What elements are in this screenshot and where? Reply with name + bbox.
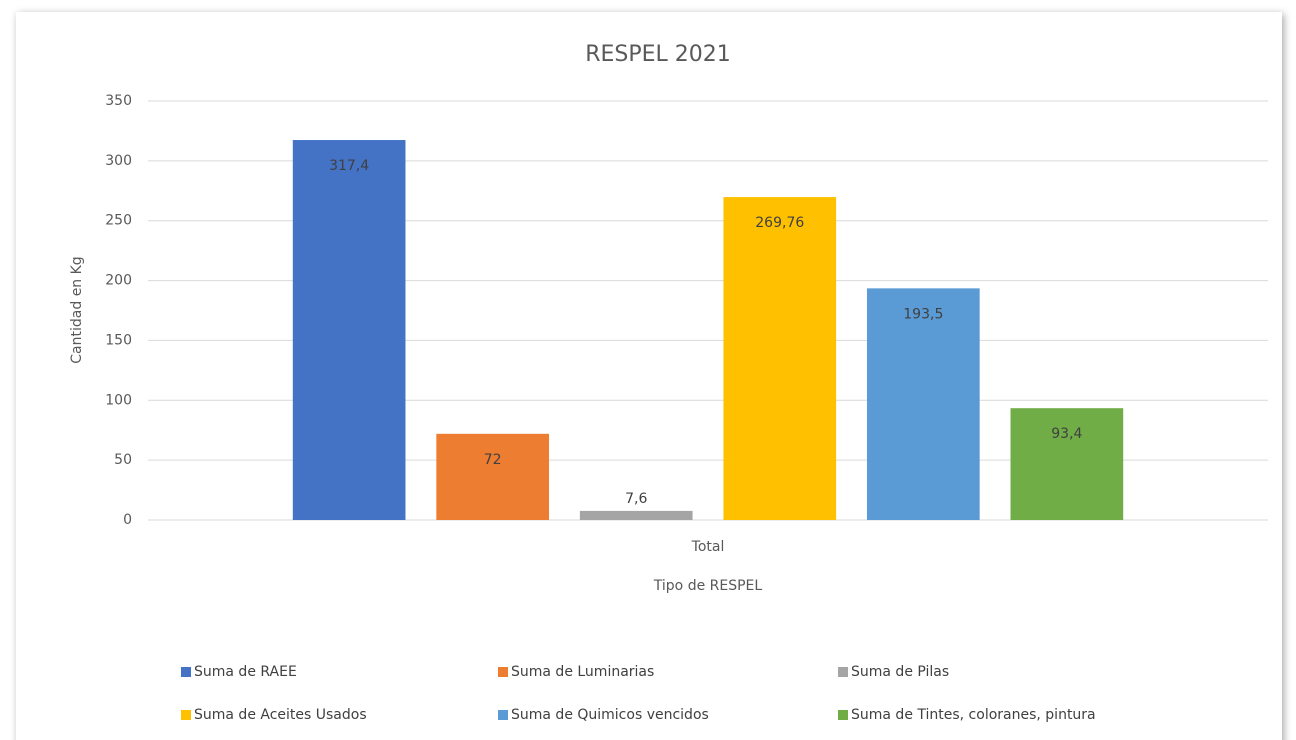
legend-swatch (181, 667, 191, 677)
legend-label: Suma de Tintes, coloranes, pintura (851, 707, 1096, 723)
x-axis-title: Tipo de RESPEL (653, 578, 763, 594)
legend-swatch (181, 710, 191, 720)
data-label: 7,6 (625, 491, 647, 507)
legend-label: Suma de Aceites Usados (194, 707, 367, 723)
legend-label: Suma de Quimicos vencidos (511, 707, 709, 723)
bar (579, 510, 693, 520)
bar (292, 140, 406, 520)
legend-label: Suma de Pilas (851, 664, 949, 680)
legend-swatch (498, 667, 508, 677)
chart-title: RESPEL 2021 (585, 42, 731, 67)
bar (1010, 408, 1124, 520)
legend-label: Suma de RAEE (194, 664, 297, 680)
y-axis-title: Cantidad en Kg (69, 256, 85, 363)
chart-panel (16, 12, 1282, 740)
x-tick-label: Total (691, 539, 725, 555)
legend-swatch (838, 710, 848, 720)
legend-label: Suma de Luminarias (511, 664, 654, 680)
y-tick-label: 50 (114, 452, 132, 468)
legend-swatch (838, 667, 848, 677)
y-tick-label: 100 (105, 392, 132, 408)
data-label: 93,4 (1051, 426, 1082, 442)
y-tick-label: 0 (123, 512, 132, 528)
y-tick-label: 300 (105, 153, 132, 169)
data-label: 317,4 (329, 158, 369, 174)
bar (866, 288, 980, 520)
y-tick-label: 350 (105, 93, 132, 109)
bar (436, 433, 550, 520)
bar (723, 197, 837, 520)
y-tick-label: 200 (105, 273, 132, 289)
legend-swatch (498, 710, 508, 720)
y-tick-label: 250 (105, 213, 132, 229)
y-tick-label: 150 (105, 332, 132, 348)
data-label: 72 (484, 452, 502, 468)
data-label: 269,76 (755, 215, 804, 231)
data-label: 193,5 (903, 306, 943, 322)
